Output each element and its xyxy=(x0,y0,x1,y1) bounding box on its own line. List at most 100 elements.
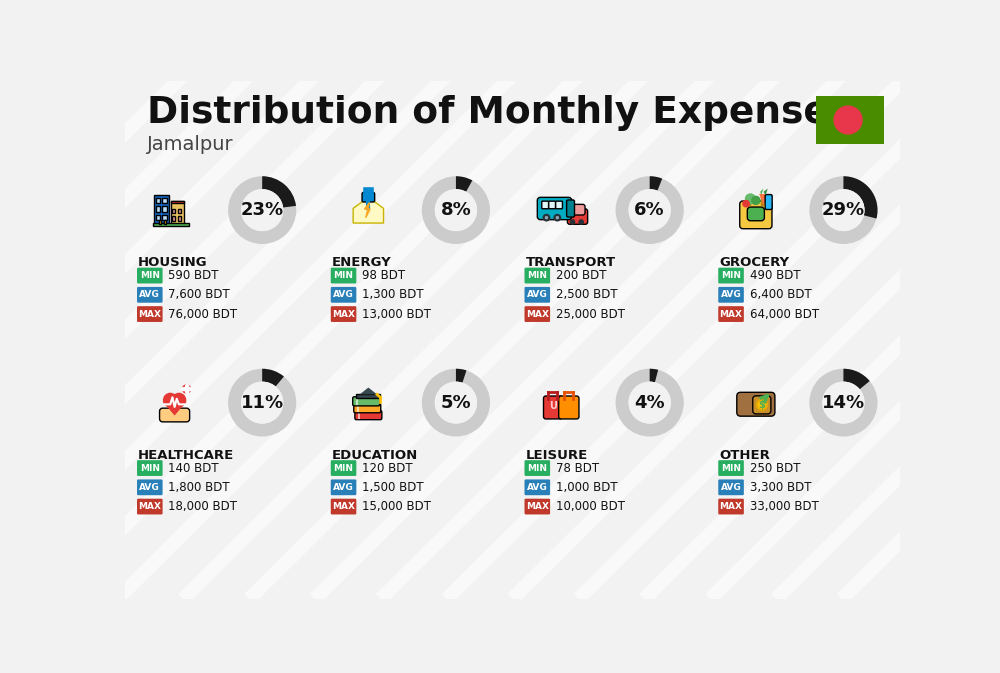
Circle shape xyxy=(822,189,865,231)
Circle shape xyxy=(629,382,671,423)
Text: MIN: MIN xyxy=(140,271,160,280)
Text: 6%: 6% xyxy=(634,201,665,219)
Circle shape xyxy=(172,393,186,407)
Wedge shape xyxy=(843,369,870,402)
Text: EDUCATION: EDUCATION xyxy=(332,449,418,462)
Wedge shape xyxy=(262,176,296,210)
Circle shape xyxy=(809,369,878,437)
Circle shape xyxy=(435,189,477,231)
Text: 23%: 23% xyxy=(241,201,284,219)
FancyBboxPatch shape xyxy=(718,287,744,303)
Text: 25,000 BDT: 25,000 BDT xyxy=(556,308,625,320)
Circle shape xyxy=(556,216,559,219)
Text: 78 BDT: 78 BDT xyxy=(556,462,599,474)
Text: AVG: AVG xyxy=(721,483,741,492)
FancyBboxPatch shape xyxy=(718,306,744,322)
Text: 6,400 BDT: 6,400 BDT xyxy=(750,288,811,302)
Circle shape xyxy=(616,176,684,244)
FancyBboxPatch shape xyxy=(362,192,375,202)
Circle shape xyxy=(553,214,561,221)
FancyBboxPatch shape xyxy=(162,207,167,211)
FancyBboxPatch shape xyxy=(172,209,175,213)
FancyBboxPatch shape xyxy=(718,268,744,283)
Text: 140 BDT: 140 BDT xyxy=(168,462,219,474)
FancyBboxPatch shape xyxy=(356,394,380,398)
FancyBboxPatch shape xyxy=(154,195,169,224)
FancyBboxPatch shape xyxy=(537,197,572,219)
Text: HOUSING: HOUSING xyxy=(138,256,208,269)
Text: 3,300 BDT: 3,300 BDT xyxy=(750,481,811,494)
Text: MAX: MAX xyxy=(720,310,743,318)
Text: MIN: MIN xyxy=(334,271,354,280)
Polygon shape xyxy=(163,402,187,415)
FancyBboxPatch shape xyxy=(137,499,163,514)
Wedge shape xyxy=(843,176,878,219)
FancyBboxPatch shape xyxy=(137,460,163,476)
Text: AVG: AVG xyxy=(333,290,354,299)
FancyBboxPatch shape xyxy=(765,194,772,209)
Circle shape xyxy=(822,382,865,423)
Text: MAX: MAX xyxy=(138,502,161,511)
Text: 33,000 BDT: 33,000 BDT xyxy=(750,500,819,513)
Circle shape xyxy=(629,382,671,423)
Text: Jamalpur: Jamalpur xyxy=(147,135,233,154)
Circle shape xyxy=(570,219,575,225)
Circle shape xyxy=(241,189,283,231)
Text: 98 BDT: 98 BDT xyxy=(362,269,405,282)
FancyBboxPatch shape xyxy=(570,205,585,215)
Polygon shape xyxy=(760,188,763,195)
Text: U: U xyxy=(549,401,557,411)
Text: MIN: MIN xyxy=(721,464,741,472)
Text: ENERGY: ENERGY xyxy=(332,256,392,269)
Text: MIN: MIN xyxy=(527,464,547,472)
FancyBboxPatch shape xyxy=(355,411,382,420)
Circle shape xyxy=(745,193,756,205)
FancyBboxPatch shape xyxy=(160,408,190,422)
FancyBboxPatch shape xyxy=(559,396,579,419)
Text: 18,000 BDT: 18,000 BDT xyxy=(168,500,237,513)
FancyBboxPatch shape xyxy=(544,396,562,419)
Text: MIN: MIN xyxy=(334,464,354,472)
FancyBboxPatch shape xyxy=(740,201,772,229)
FancyBboxPatch shape xyxy=(164,220,166,224)
FancyBboxPatch shape xyxy=(567,200,574,217)
FancyBboxPatch shape xyxy=(747,207,764,221)
FancyBboxPatch shape xyxy=(137,306,163,322)
Circle shape xyxy=(629,189,671,231)
FancyBboxPatch shape xyxy=(567,209,588,224)
Circle shape xyxy=(435,382,477,423)
Text: 13,000 BDT: 13,000 BDT xyxy=(362,308,431,320)
Wedge shape xyxy=(262,369,284,402)
Wedge shape xyxy=(650,369,658,402)
Text: MIN: MIN xyxy=(721,271,741,280)
Text: 8%: 8% xyxy=(441,201,471,219)
FancyBboxPatch shape xyxy=(556,201,562,209)
Circle shape xyxy=(228,369,296,437)
Text: LEISURE: LEISURE xyxy=(526,449,588,462)
Text: 64,000 BDT: 64,000 BDT xyxy=(750,308,819,320)
FancyBboxPatch shape xyxy=(159,220,161,224)
Circle shape xyxy=(422,369,490,437)
Wedge shape xyxy=(456,176,472,210)
Text: 76,000 BDT: 76,000 BDT xyxy=(168,308,238,320)
FancyBboxPatch shape xyxy=(718,479,744,495)
FancyBboxPatch shape xyxy=(718,460,744,476)
FancyBboxPatch shape xyxy=(737,392,775,416)
Wedge shape xyxy=(650,176,662,210)
FancyBboxPatch shape xyxy=(753,396,771,414)
Text: 590 BDT: 590 BDT xyxy=(168,269,219,282)
Text: MIN: MIN xyxy=(140,464,160,472)
Text: 10,000 BDT: 10,000 BDT xyxy=(556,500,625,513)
FancyBboxPatch shape xyxy=(542,201,549,209)
Circle shape xyxy=(742,200,750,207)
Circle shape xyxy=(543,214,550,221)
FancyBboxPatch shape xyxy=(718,499,744,514)
Polygon shape xyxy=(360,388,377,394)
FancyBboxPatch shape xyxy=(156,215,160,220)
Text: MIN: MIN xyxy=(527,271,547,280)
FancyBboxPatch shape xyxy=(525,306,550,322)
Text: AVG: AVG xyxy=(139,483,160,492)
Circle shape xyxy=(163,393,178,407)
Wedge shape xyxy=(456,369,466,402)
Circle shape xyxy=(757,400,767,410)
